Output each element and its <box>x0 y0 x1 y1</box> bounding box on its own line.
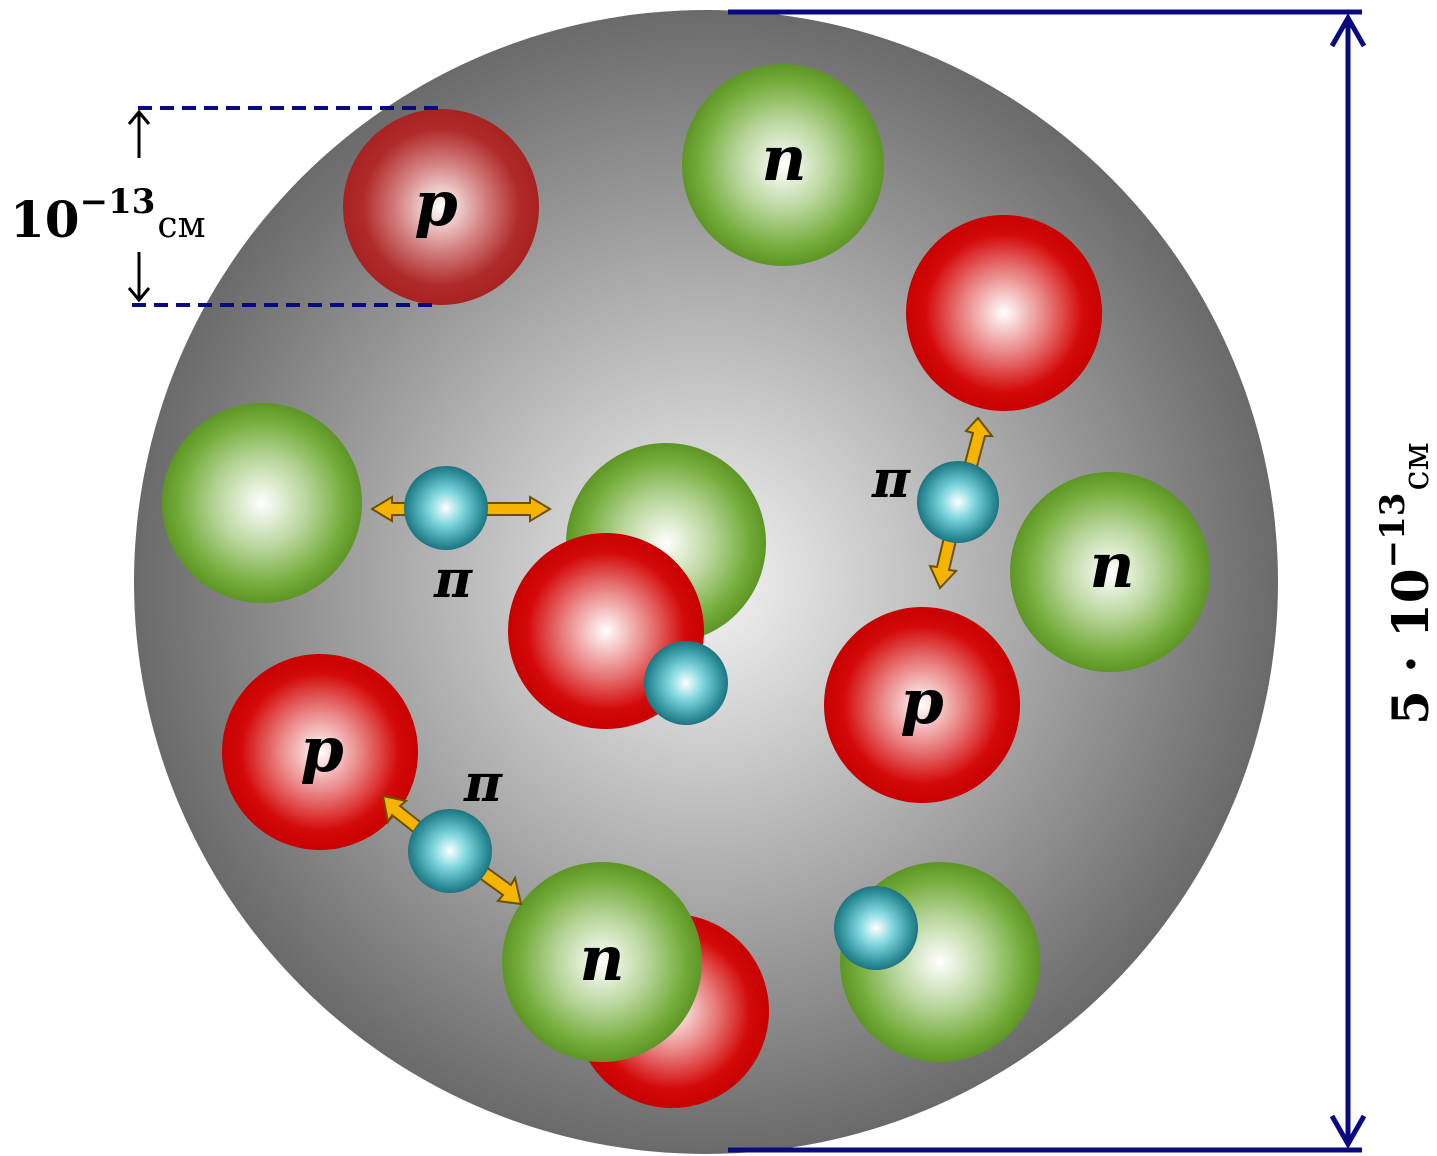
proton-left <box>222 654 418 850</box>
proton-label: p <box>414 167 457 240</box>
pion-center <box>644 641 728 725</box>
large-scale-indicator <box>728 9 1367 1153</box>
pion-left <box>404 466 488 550</box>
large-scale-label: 5 · 10−13см <box>1373 442 1437 725</box>
neutron-label: n <box>1089 529 1134 602</box>
pion-label: π <box>433 549 473 610</box>
small-scale-label: 10−13см <box>10 182 206 249</box>
neutron-left <box>162 403 362 603</box>
proton-top-left <box>343 109 539 305</box>
neutron-top <box>682 64 884 266</box>
pion-bottom-left <box>408 809 492 893</box>
proton-top-right <box>906 215 1102 411</box>
neutron-right <box>1010 472 1210 672</box>
proton-right <box>824 607 1020 803</box>
neutron-label: n <box>579 922 624 995</box>
pion-right <box>917 461 999 543</box>
neutron-label: n <box>761 122 806 195</box>
proton-label: p <box>300 713 343 786</box>
pion-label: π <box>463 753 503 814</box>
neutron-bottom <box>502 862 702 1062</box>
pion-label: π <box>871 449 911 510</box>
proton-label: p <box>900 665 943 738</box>
small-scale-indicator <box>127 106 440 307</box>
pion-bottom-right <box>834 886 918 970</box>
